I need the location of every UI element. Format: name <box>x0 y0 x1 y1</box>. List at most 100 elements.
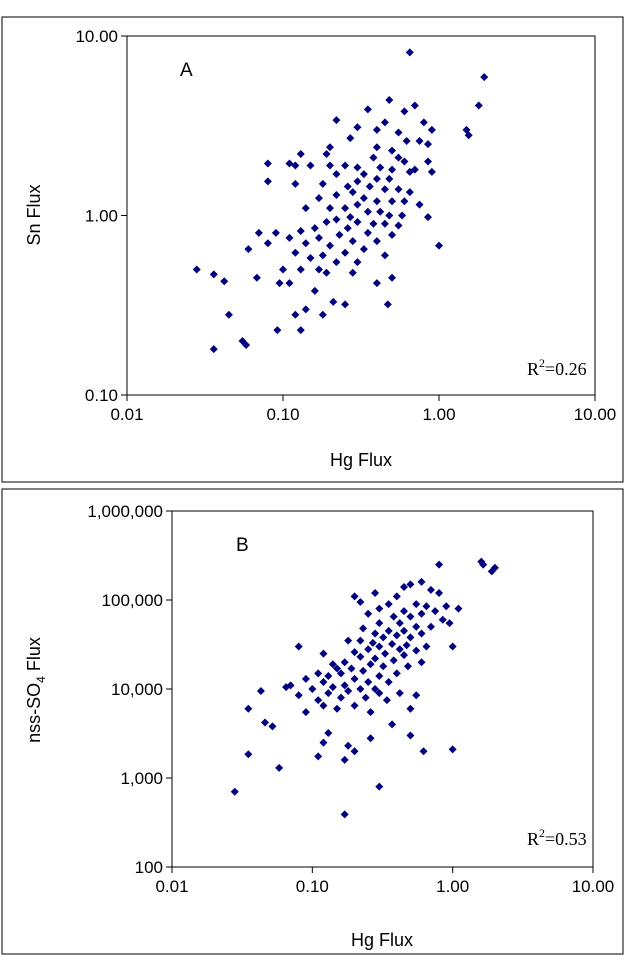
panel-b-data-point <box>319 677 328 686</box>
panel-a-plot-area <box>126 35 596 396</box>
panel-b-data-point <box>356 652 365 661</box>
panel-a-data-point <box>388 230 397 239</box>
panel-b-data-point <box>350 701 359 710</box>
panel-b-data-point <box>282 683 291 692</box>
panel-a-data-point <box>353 218 362 227</box>
panel-b-data-point <box>344 636 353 645</box>
panel-b-data-point <box>340 810 349 819</box>
panel-b-x-tick-label: 1.00 <box>436 877 469 896</box>
panel-b-data-point <box>412 646 421 655</box>
panel-a-data-point <box>343 182 352 191</box>
panel-a-data-point <box>341 161 350 170</box>
panel-b-data-point <box>371 685 380 693</box>
panel-b-data-point <box>336 669 345 678</box>
panel-b-data-point <box>294 691 303 700</box>
panel-a-data-point <box>353 163 362 172</box>
panel-b-ylabel-tail: Flux <box>24 637 44 676</box>
panel-a-data-point <box>363 105 372 114</box>
panel-a-data-point <box>359 245 368 254</box>
panel-a-data-point <box>388 165 397 174</box>
panel-b-r2: R2=0.53 <box>527 826 587 849</box>
panel-b-data-point <box>375 689 384 698</box>
panel-b-data-point <box>454 604 463 613</box>
panel-a-data-point <box>346 134 355 143</box>
panel-a-xlabel: Hg Flux <box>330 450 392 470</box>
panel-b-data-point <box>419 747 428 756</box>
panel-a-x-tick-label: 0.10 <box>266 405 299 424</box>
panel-a-data-point <box>322 268 331 277</box>
panel-a-data-point <box>348 237 357 246</box>
panel-b-x-tick-label: 0.10 <box>296 877 329 896</box>
panel-a-data-point <box>400 107 409 116</box>
panel-b-data-point <box>328 660 337 669</box>
panel-a-data-point <box>394 128 403 137</box>
panel-b-y-tick-label: 1,000,000 <box>87 502 163 521</box>
panel-b-data-point <box>382 696 391 705</box>
panel-b-data-point <box>392 631 401 640</box>
panel-a-data-point <box>380 251 389 260</box>
panel-a-data-point <box>394 221 403 230</box>
panel-a-data-point <box>332 170 341 179</box>
panel-a-data-point <box>335 230 344 239</box>
panel-b-data-point <box>384 600 393 609</box>
panel-a-x-tick-label: 1.00 <box>422 405 455 424</box>
panel-a-data-point <box>415 137 424 146</box>
panel-b-label: B <box>236 535 249 556</box>
panel-b-data-point <box>244 704 253 713</box>
panel-a-data-point <box>365 182 374 191</box>
panel-b-ticks: 0.01 0.10 1.00 10.00 100 1,000 10,000 100,000 1,… <box>87 502 614 896</box>
panel-a-data-point <box>301 204 310 213</box>
panel-a-data-point <box>419 118 428 127</box>
panel-a-data-point <box>369 153 378 162</box>
panel-a-data-point <box>480 73 489 82</box>
panel-b-data-point <box>395 619 404 628</box>
panel-b-data-point <box>412 622 421 631</box>
panel-b: B Hg Flux nss-SO4 Flux R2=0.53 0.01 0.10 1… <box>1 488 624 955</box>
panel-b-data-point <box>308 685 317 693</box>
panel-b-data-point <box>344 741 353 750</box>
panel-b-data-point <box>333 704 342 713</box>
panel-b-data-point <box>400 582 409 591</box>
panel-b-data-point <box>324 671 333 680</box>
panel-b-data-point <box>328 683 337 692</box>
panel-b-data-point <box>417 629 426 638</box>
panel-a-data-point <box>314 233 323 242</box>
panel-a-data-point <box>322 218 331 227</box>
panel-a: A Hg Flux Sn Flux R2=0.26 0.01 0.10 1.00 10… <box>1 16 624 483</box>
panel-a-x-tick-label: 10.00 <box>574 405 617 424</box>
panel-b-data-point <box>344 686 353 695</box>
panel-b-data-point <box>275 763 284 772</box>
panel-a-y-tick-label: 10.00 <box>75 27 118 46</box>
panel-a-data-point <box>348 188 357 197</box>
panel-b-data-point <box>294 642 303 651</box>
panel-b-data-point <box>389 656 398 665</box>
panel-b-points <box>230 557 499 819</box>
panel-b-ylabel-sub: 4 <box>34 676 48 683</box>
panel-a-data-point <box>405 167 414 176</box>
panel-a-data-point <box>296 265 305 274</box>
panel-a-y-tick-label: 0.10 <box>85 386 118 405</box>
panel-b-data-point <box>350 674 359 683</box>
panel-b-data-point <box>384 626 393 635</box>
panel-b-data-point <box>395 689 404 698</box>
panel-b-data-point <box>336 693 345 702</box>
panel-b-xlabel: Hg Flux <box>351 930 413 950</box>
panel-a-data-point <box>318 251 327 260</box>
panel-b-data-point <box>435 560 444 569</box>
panel-a-data-point <box>310 224 319 233</box>
panel-b-data-point <box>479 560 488 569</box>
panel-a-data-point <box>220 277 229 286</box>
panel-a-data-point <box>372 174 381 183</box>
panel-b-data-point <box>445 619 454 628</box>
panel-b-data-point <box>350 648 359 657</box>
panel-b-data-point <box>400 651 409 660</box>
panel-b-data-point <box>422 602 431 611</box>
panel-a-r2-value: =0.26 <box>545 359 587 379</box>
panel-a-data-point <box>332 215 341 224</box>
panel-a-data-point <box>380 118 389 127</box>
panel-b-data-point <box>435 588 444 597</box>
panel-a-data-point <box>400 197 409 206</box>
panel-b-data-point <box>448 745 457 754</box>
panel-a-data-point <box>263 177 272 186</box>
panel-a-data-point <box>310 286 319 295</box>
